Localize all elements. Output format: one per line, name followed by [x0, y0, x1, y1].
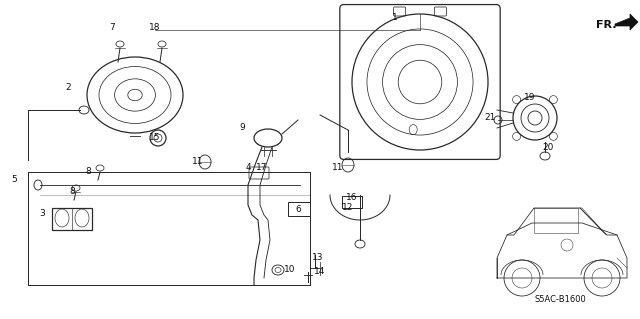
Text: 11: 11: [192, 158, 204, 167]
Text: 7: 7: [109, 24, 115, 33]
Text: 17: 17: [256, 164, 268, 173]
Text: 21: 21: [484, 114, 496, 122]
Text: 11: 11: [332, 164, 344, 173]
Text: 8: 8: [69, 188, 75, 197]
Polygon shape: [615, 14, 638, 30]
Text: 12: 12: [342, 204, 354, 212]
Text: S5AC-B1600: S5AC-B1600: [534, 295, 586, 305]
Text: 18: 18: [149, 24, 161, 33]
Text: 19: 19: [524, 93, 536, 102]
Bar: [288, 202, 310, 216]
Text: FR.: FR.: [596, 20, 616, 30]
Text: 16: 16: [346, 194, 358, 203]
Text: 20: 20: [542, 144, 554, 152]
Text: 6: 6: [295, 205, 301, 214]
Text: 4: 4: [245, 164, 251, 173]
Text: 13: 13: [312, 254, 324, 263]
Text: 5: 5: [11, 175, 17, 184]
Text: 8: 8: [85, 167, 91, 176]
Bar: [342, 196, 362, 208]
Text: 1: 1: [392, 13, 398, 23]
Text: 9: 9: [239, 123, 245, 132]
Text: 3: 3: [39, 210, 45, 219]
Text: 2: 2: [65, 84, 71, 93]
Text: 15: 15: [149, 133, 161, 143]
Text: 10: 10: [284, 265, 296, 275]
Text: 14: 14: [314, 268, 326, 277]
Bar: [52, 208, 92, 230]
